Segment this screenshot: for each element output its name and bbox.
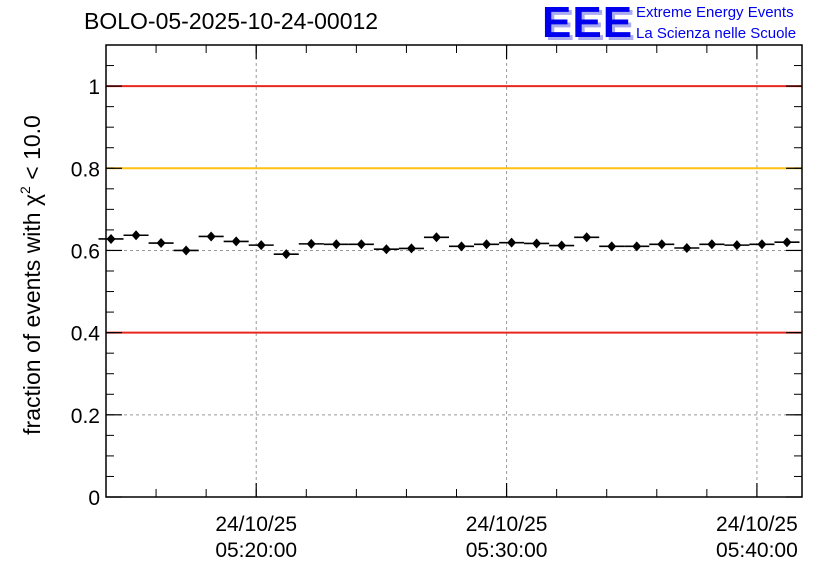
frame-group <box>105 44 803 498</box>
data-point-marker <box>356 239 366 250</box>
data-point-marker <box>406 243 416 254</box>
x-axis: 24/10/25 05:20:00 24/10/25 05:30:00 24/10/25… <box>105 45 798 562</box>
chart-title: BOLO-05-2025-10-24-00012 <box>84 8 379 34</box>
data-point <box>549 240 575 251</box>
data-point-marker <box>632 241 642 252</box>
data-point <box>273 249 299 260</box>
y-axis-title-main: fraction of events with <box>19 206 45 435</box>
x-tick-date-label: 24/10/25 <box>215 513 297 536</box>
y-tick-label: 0.6 <box>71 240 100 263</box>
y-axis-title-chi: χ <box>19 194 45 206</box>
y-axis-title-tail: < 10.0 <box>19 115 45 186</box>
data-point <box>699 239 725 250</box>
data-point <box>298 238 324 249</box>
data-point <box>524 238 550 249</box>
data-point-marker <box>707 239 717 250</box>
data-point <box>373 244 399 255</box>
data-point-marker <box>206 231 216 242</box>
data-point-marker <box>256 240 266 251</box>
eee-logo: EEE Extreme Energy Events La Scienza nel… <box>542 0 832 48</box>
data-series <box>98 230 800 260</box>
data-point-marker <box>582 232 592 243</box>
data-point <box>649 239 675 250</box>
reference-lines <box>106 85 802 334</box>
data-point <box>749 239 775 250</box>
data-point <box>474 239 500 250</box>
grid <box>106 45 802 497</box>
data-point-marker <box>782 237 792 248</box>
data-point-marker <box>607 241 617 252</box>
data-point <box>448 241 475 252</box>
x-tick-date-label: 24/10/25 <box>466 513 548 536</box>
data-point-marker <box>532 238 542 249</box>
data-point-marker <box>331 239 341 250</box>
data-point <box>148 238 174 249</box>
data-point <box>774 237 800 248</box>
logo-line-1: Extreme Energy Events <box>636 4 794 21</box>
y-axis-title-superscript: 2 <box>17 186 33 194</box>
data-point-marker <box>557 240 567 251</box>
data-point <box>223 236 249 247</box>
data-point <box>198 231 224 242</box>
data-point <box>499 237 525 248</box>
data-point-marker <box>732 240 742 251</box>
y-axis-title: fraction of events with χ2 < 10.0 <box>17 115 45 435</box>
data-point-marker <box>281 249 291 260</box>
y-tick-label: 1 <box>88 76 100 99</box>
data-point-marker <box>757 239 767 250</box>
data-point <box>624 241 650 252</box>
data-point <box>248 240 274 251</box>
eee-logo-mark: EEE <box>542 0 634 47</box>
data-point-marker <box>507 237 517 248</box>
data-point-marker <box>156 238 166 249</box>
x-tick-time-label: 05:40:00 <box>716 539 798 562</box>
data-point-marker <box>106 233 116 244</box>
data-point <box>123 230 149 241</box>
y-tick-label: 0.8 <box>71 158 100 181</box>
data-point <box>724 240 750 251</box>
data-point-marker <box>482 239 492 250</box>
plot-frame <box>105 44 803 498</box>
x-tick-date-label: 24/10/25 <box>716 513 798 536</box>
data-point-marker <box>131 230 141 241</box>
x-tick-time-label: 05:20:00 <box>215 539 297 562</box>
data-point <box>348 239 374 250</box>
data-point <box>323 239 349 250</box>
data-point <box>173 245 199 256</box>
data-point-marker <box>657 239 667 250</box>
data-point-marker <box>457 241 467 252</box>
x-tick-time-label: 05:30:00 <box>466 539 548 562</box>
logo-line-2: La Scienza nelle Scuole <box>636 25 797 42</box>
data-point-marker <box>231 236 241 247</box>
data-point-marker <box>306 238 316 249</box>
data-point <box>98 233 124 244</box>
y-axis: 0 0.2 0.4 0.6 0.8 1 <box>71 44 802 510</box>
data-point <box>398 243 424 254</box>
y-tick-label: 0.2 <box>71 405 100 428</box>
data-point <box>423 232 449 243</box>
data-point <box>599 241 625 252</box>
y-tick-label: 0.4 <box>71 323 101 346</box>
data-point <box>574 232 600 243</box>
data-point-marker <box>181 245 191 256</box>
data-point <box>674 242 700 253</box>
data-point-marker <box>431 232 441 243</box>
data-point-marker <box>682 242 692 253</box>
y-tick-label: 0 <box>88 487 100 510</box>
data-point-marker <box>381 244 391 255</box>
